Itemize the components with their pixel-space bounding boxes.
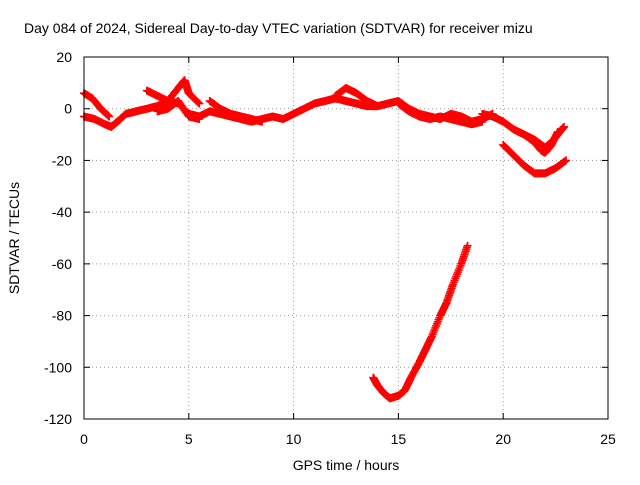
y-tick-label: -60 [52, 256, 72, 272]
data-point [559, 122, 568, 131]
series-track-k [520, 127, 562, 157]
data-point [105, 112, 114, 121]
x-tick-label: 15 [391, 431, 407, 447]
y-tick-label: 0 [64, 101, 72, 117]
x-axis-label: GPS time / hours [293, 457, 400, 473]
series-track-j [499, 140, 571, 178]
series-track-l [369, 241, 472, 403]
y-tick-label: 20 [56, 49, 72, 65]
series-track-h [394, 99, 487, 129]
series-track-g [331, 84, 382, 111]
x-tick-label: 20 [495, 431, 511, 447]
plot-frame [83, 56, 609, 420]
x-tick-label: 25 [600, 431, 616, 447]
series-track-e [205, 96, 267, 126]
y-tick-label: -100 [44, 359, 72, 375]
y-tick-label: -120 [44, 411, 72, 427]
chart-title: Day 084 of 2024, Sidereal Day-to-day VTE… [24, 20, 533, 36]
data-point [195, 99, 204, 108]
x-tick-label: 10 [286, 431, 302, 447]
x-tick-label: 5 [185, 431, 193, 447]
y-tick-label: -80 [52, 308, 72, 324]
data-point [463, 241, 472, 250]
y-tick-label: -20 [52, 152, 72, 168]
data-point [195, 115, 204, 124]
data-point [373, 102, 382, 111]
series-track-d [153, 96, 204, 124]
series-track-c [142, 76, 204, 108]
data-layer [80, 76, 571, 403]
data-point [562, 156, 571, 165]
tick-label-layer: 0 5 10 15 20 25 -120 -100 -80 -60 -40 -20 0 20 [44, 49, 616, 447]
x-tick-label: 0 [80, 431, 88, 447]
data-point [478, 117, 487, 126]
y-tick-label: -40 [52, 204, 72, 220]
data-point [194, 98, 203, 107]
data-point [553, 127, 562, 136]
y-axis-label: SDTVAR / TECUs [6, 182, 22, 294]
